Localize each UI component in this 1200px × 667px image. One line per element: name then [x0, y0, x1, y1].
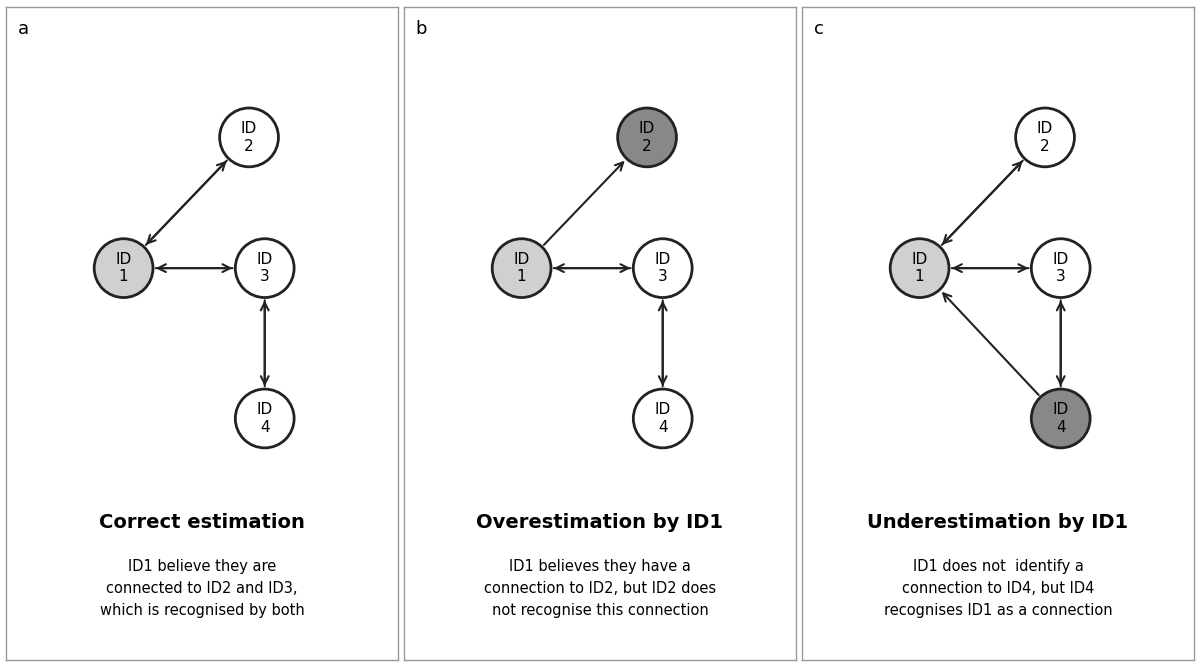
Ellipse shape	[618, 108, 677, 167]
Ellipse shape	[492, 239, 551, 297]
Text: ID
3: ID 3	[1052, 252, 1069, 284]
Text: ID
4: ID 4	[654, 402, 671, 435]
Ellipse shape	[235, 389, 294, 448]
Text: Underestimation by ID1: Underestimation by ID1	[868, 514, 1128, 532]
Ellipse shape	[890, 239, 949, 297]
Text: ID
2: ID 2	[1037, 121, 1054, 153]
Ellipse shape	[1031, 239, 1090, 297]
Ellipse shape	[94, 239, 154, 297]
Text: b: b	[415, 20, 427, 38]
Text: ID
4: ID 4	[1052, 402, 1069, 435]
Text: ID1 does not  identify a
connection to ID4, but ID4
recognises ID1 as a connecti: ID1 does not identify a connection to ID…	[883, 559, 1112, 618]
Text: ID1 believe they are
connected to ID2 and ID3,
which is recognised by both: ID1 believe they are connected to ID2 an…	[100, 559, 305, 618]
Ellipse shape	[634, 239, 692, 297]
Ellipse shape	[1031, 389, 1090, 448]
Text: ID
1: ID 1	[115, 252, 132, 284]
Text: ID
4: ID 4	[257, 402, 272, 435]
Text: Correct estimation: Correct estimation	[100, 514, 305, 532]
Text: ID
2: ID 2	[638, 121, 655, 153]
Text: ID1 believes they have a
connection to ID2, but ID2 does
not recognise this conn: ID1 believes they have a connection to I…	[484, 559, 716, 618]
Text: ID
1: ID 1	[912, 252, 928, 284]
Text: a: a	[18, 20, 29, 38]
Ellipse shape	[1015, 108, 1074, 167]
Text: ID
1: ID 1	[514, 252, 529, 284]
Text: c: c	[814, 20, 823, 38]
Ellipse shape	[634, 389, 692, 448]
Text: ID
3: ID 3	[654, 252, 671, 284]
Text: ID
2: ID 2	[241, 121, 257, 153]
Ellipse shape	[235, 239, 294, 297]
Text: ID
3: ID 3	[257, 252, 272, 284]
Ellipse shape	[220, 108, 278, 167]
Text: Overestimation by ID1: Overestimation by ID1	[476, 514, 724, 532]
